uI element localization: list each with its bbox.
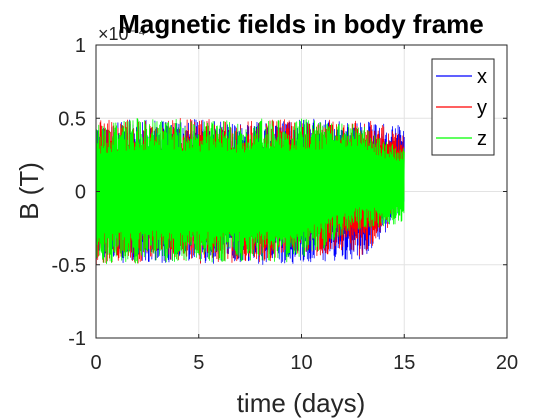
legend: x y z: [431, 58, 495, 156]
data-layer: [95, 118, 405, 265]
legend-label-y: y: [477, 97, 487, 119]
x-axis-title: time (days): [237, 388, 366, 418]
x-tick-label: 5: [193, 352, 204, 374]
y-axis-title: B (T): [14, 162, 44, 220]
tick-labels: 0 5 10 15 20 -1 -0.5 0 0.5 1: [52, 35, 519, 374]
ticks: [95, 44, 508, 339]
y-tick-label: -0.5: [52, 255, 86, 277]
x-tick-label: 10: [290, 352, 312, 374]
chart-title: Magnetic fields in body frame: [118, 9, 484, 39]
y-tick-label: 1: [75, 35, 86, 57]
y-tick-label: -1: [68, 328, 86, 350]
legend-label-x: x: [477, 66, 487, 88]
x-tick-label: 15: [393, 352, 415, 374]
series-line-z: [95, 118, 405, 265]
y-tick-label: 0: [75, 182, 86, 204]
legend-label-z: z: [477, 128, 487, 150]
x-tick-label: 20: [496, 352, 518, 374]
y-exponent-label: ×10⁻⁴: [98, 24, 146, 44]
y-tick-label: 0.5: [58, 108, 86, 130]
x-tick-label: 0: [90, 352, 101, 374]
